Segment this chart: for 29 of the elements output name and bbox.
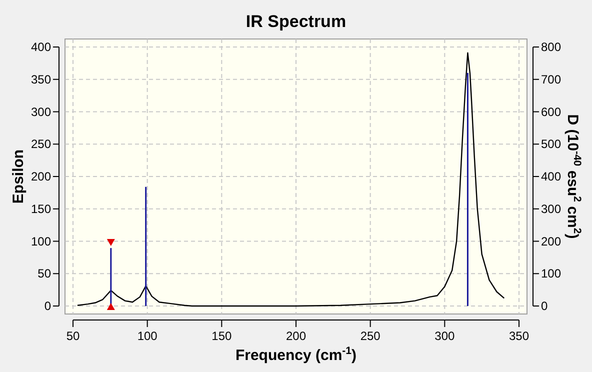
y-tick-label: 150 — [30, 202, 52, 216]
x-tick-label: 250 — [360, 329, 381, 343]
y2-tick-label: 300 — [541, 202, 562, 216]
y2-tick-label: 0 — [541, 299, 548, 313]
y2-tick-label: 200 — [541, 234, 562, 248]
line-series — [76, 52, 505, 307]
y-tick-label: 100 — [30, 234, 52, 248]
y2-tick-label: 600 — [541, 104, 562, 119]
y-tick-label: 200 — [30, 170, 52, 184]
x-tick-label: 150 — [212, 329, 232, 343]
y-tick-label: 50 — [38, 266, 52, 281]
y2-tick-label: 500 — [541, 137, 562, 152]
y2-tick-label: 700 — [541, 72, 562, 86]
x-tick-label: 200 — [286, 329, 306, 343]
y-tick-label: 0 — [44, 299, 52, 313]
y2-tick-label: 100 — [541, 266, 562, 281]
x-tick-label: 350 — [508, 329, 530, 343]
chart-title: IR Spectrum — [246, 12, 346, 31]
x-tick-label: 50 — [66, 329, 80, 343]
y2-tick-label: 400 — [541, 170, 562, 184]
y2-tick-label: 800 — [541, 40, 562, 54]
y-tick-label: 400 — [30, 40, 52, 54]
y-tick-label: 350 — [30, 72, 52, 86]
x-tick-label: 100 — [137, 329, 158, 343]
x-tick-label: 300 — [434, 329, 455, 343]
y-tick-label: 300 — [30, 104, 52, 119]
y-axis-title: Epsilon — [10, 149, 27, 204]
x-axis-title: Frequency (cm$^{-1}$) — [235, 345, 357, 364]
y-tick-label: 250 — [30, 137, 52, 152]
